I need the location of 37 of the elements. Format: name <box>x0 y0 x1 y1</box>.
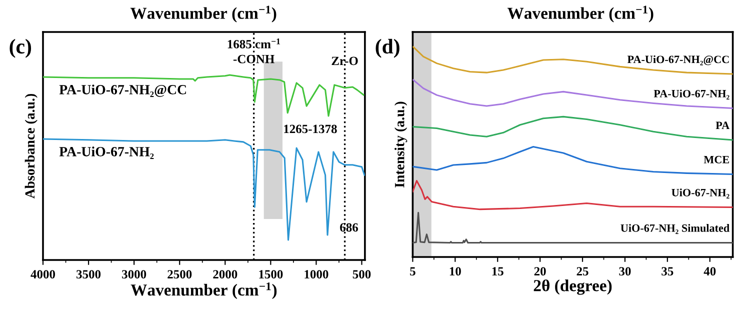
x-tick-label: 1000 <box>304 270 328 279</box>
annotation: 1265-1378 <box>284 124 337 134</box>
chart-title: (d) <box>376 38 400 58</box>
annotation: -CONH <box>233 54 274 64</box>
x-tick-label: 15 <box>492 267 504 276</box>
x-tick-label: 20 <box>534 267 546 276</box>
x-axis-title: Wavenumber (cm$^{−1}$) <box>130 282 277 300</box>
y-axis-title: Intensity (a.u.) <box>394 102 408 188</box>
text: Wavenumber (cm$^{−1}$) <box>130 6 276 22</box>
annotation: 1685 cm$^{−1}$ <box>228 38 280 48</box>
x-tick-label: 10 <box>450 267 461 276</box>
series-label: PA-UiO-67-NH₂ <box>654 90 730 100</box>
annotation: 686 <box>340 223 358 232</box>
series-label: UiO-67-NH₂ Simulated <box>620 224 730 234</box>
x-tick-label: 40 <box>704 267 716 276</box>
series-label: PA-UiO-67-NH₂@CC <box>59 84 186 97</box>
x-tick-label: 2500 <box>168 270 192 279</box>
series-label: MCE <box>704 156 730 164</box>
x-tick-label: 5 <box>410 267 416 276</box>
y-axis-title: Absorbance (a.u.) <box>24 94 38 199</box>
x-tick-label: 2000 <box>213 270 238 279</box>
x-tick-label: 1500 <box>259 270 283 279</box>
text: Wavenumber (cm$^{−1}$) <box>507 6 654 22</box>
series-label: UiO-67-NH₂ <box>672 188 730 198</box>
annotation: Zr-O <box>332 56 358 66</box>
x-axis-title: 2θ (degree) <box>534 279 612 295</box>
x-tick-label: 500 <box>352 270 371 279</box>
chart-title: (c) <box>10 38 32 58</box>
x-tick-label: 30 <box>619 267 631 276</box>
x-tick-label: 3500 <box>76 270 101 279</box>
series-label: PA-UiO-67-NH₂@CC <box>627 55 729 66</box>
x-tick-label: 25 <box>576 267 588 276</box>
x-tick-label: 35 <box>662 267 674 276</box>
x-tick-label: 4000 <box>30 270 56 279</box>
x-tick-label: 3000 <box>122 270 146 279</box>
series-label: PA-UiO-67-NH₂ <box>59 146 154 159</box>
series-label: PA <box>716 122 730 130</box>
